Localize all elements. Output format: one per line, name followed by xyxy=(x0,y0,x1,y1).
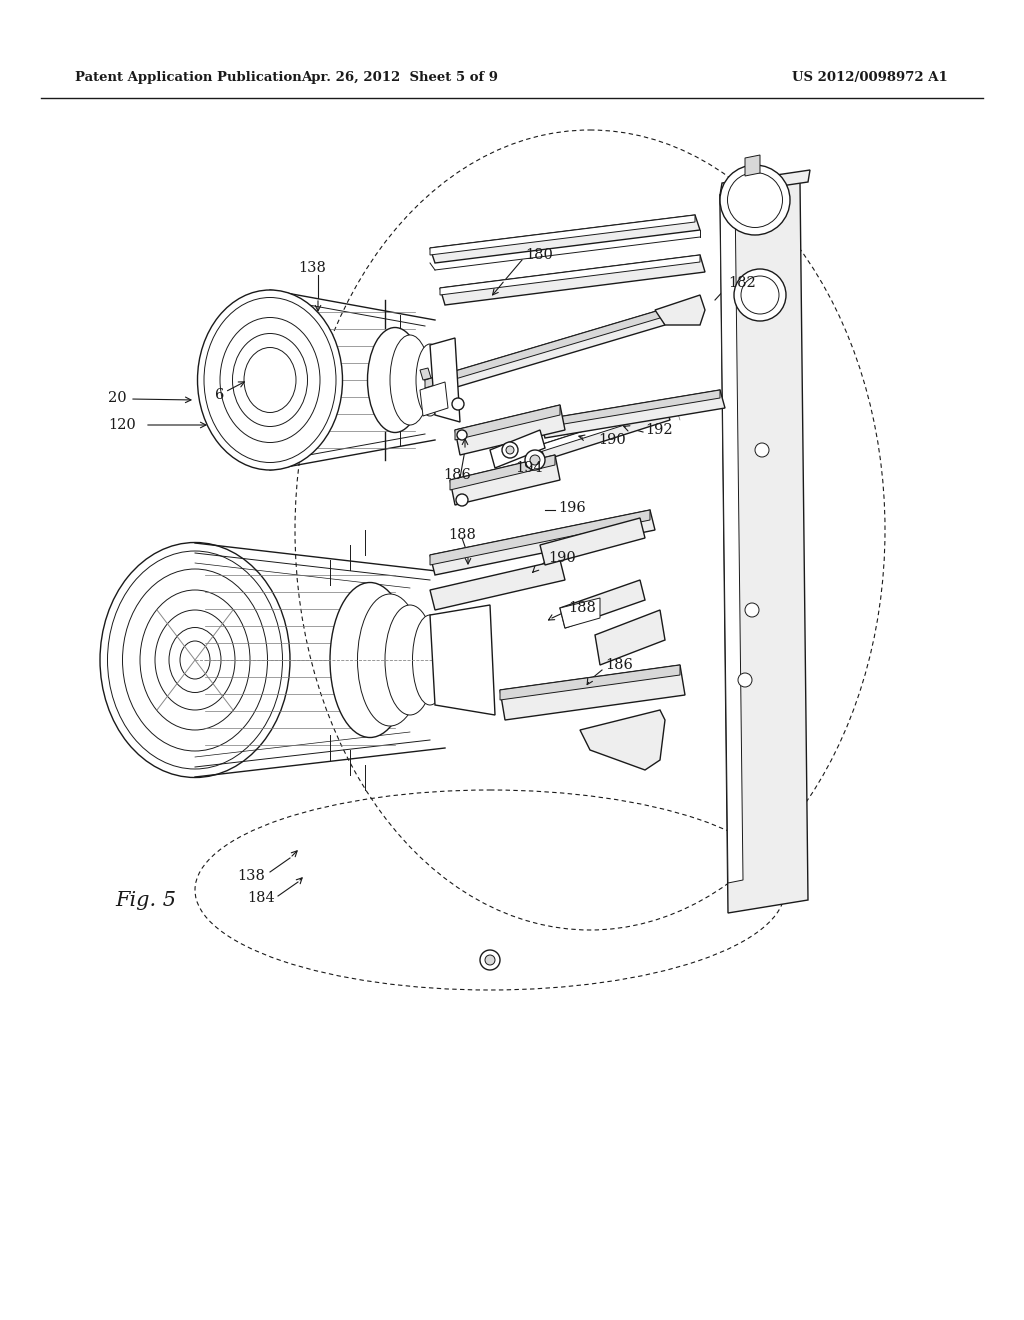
Ellipse shape xyxy=(169,627,221,693)
Ellipse shape xyxy=(734,269,786,321)
Ellipse shape xyxy=(108,550,283,770)
Polygon shape xyxy=(540,389,720,428)
Text: 120: 120 xyxy=(108,418,136,432)
Polygon shape xyxy=(455,405,565,455)
Ellipse shape xyxy=(506,446,514,454)
Polygon shape xyxy=(540,389,725,438)
Text: 138: 138 xyxy=(237,869,265,883)
Text: 186: 186 xyxy=(443,469,471,482)
Polygon shape xyxy=(425,310,660,388)
Text: 182: 182 xyxy=(728,276,756,290)
Polygon shape xyxy=(450,455,555,490)
Polygon shape xyxy=(430,510,650,565)
Polygon shape xyxy=(720,182,808,913)
Polygon shape xyxy=(420,381,449,416)
Polygon shape xyxy=(450,455,560,506)
Ellipse shape xyxy=(100,543,290,777)
Polygon shape xyxy=(580,710,665,770)
Ellipse shape xyxy=(244,347,296,412)
Ellipse shape xyxy=(204,297,336,462)
Polygon shape xyxy=(540,405,665,451)
Ellipse shape xyxy=(123,569,267,751)
Text: 180: 180 xyxy=(525,248,553,261)
Polygon shape xyxy=(455,405,560,440)
Text: 184: 184 xyxy=(247,891,274,906)
Polygon shape xyxy=(430,215,695,255)
Text: Patent Application Publication: Patent Application Publication xyxy=(75,71,302,84)
Polygon shape xyxy=(595,610,665,665)
Polygon shape xyxy=(655,294,705,325)
Ellipse shape xyxy=(727,173,782,227)
Ellipse shape xyxy=(485,954,495,965)
Ellipse shape xyxy=(198,290,342,470)
Ellipse shape xyxy=(155,610,234,710)
Text: 6: 6 xyxy=(215,388,224,403)
Polygon shape xyxy=(745,154,760,176)
Polygon shape xyxy=(540,405,670,459)
Ellipse shape xyxy=(140,590,250,730)
Text: Fig. 5: Fig. 5 xyxy=(115,891,176,909)
Polygon shape xyxy=(560,598,600,628)
Text: US 2012/0098972 A1: US 2012/0098972 A1 xyxy=(793,71,948,84)
Polygon shape xyxy=(720,191,743,883)
Polygon shape xyxy=(430,605,495,715)
Ellipse shape xyxy=(738,673,752,686)
Polygon shape xyxy=(500,665,680,700)
Text: 196: 196 xyxy=(558,502,586,515)
Polygon shape xyxy=(490,430,545,469)
Ellipse shape xyxy=(745,603,759,616)
Ellipse shape xyxy=(530,455,540,465)
Ellipse shape xyxy=(232,334,307,426)
Ellipse shape xyxy=(385,605,435,715)
Ellipse shape xyxy=(368,327,423,433)
Text: 20: 20 xyxy=(108,391,127,405)
Ellipse shape xyxy=(434,624,456,696)
Polygon shape xyxy=(500,665,685,719)
Polygon shape xyxy=(430,560,565,610)
Ellipse shape xyxy=(755,444,769,457)
Text: 190: 190 xyxy=(598,433,626,447)
Text: 190: 190 xyxy=(548,550,575,565)
Polygon shape xyxy=(720,170,810,195)
Polygon shape xyxy=(430,338,460,422)
Ellipse shape xyxy=(220,318,319,442)
Text: 138: 138 xyxy=(298,261,326,275)
Ellipse shape xyxy=(357,594,423,726)
Ellipse shape xyxy=(416,345,444,416)
Ellipse shape xyxy=(180,642,210,678)
Polygon shape xyxy=(540,517,645,565)
Text: 192: 192 xyxy=(645,422,673,437)
Polygon shape xyxy=(430,215,700,263)
Polygon shape xyxy=(420,368,431,380)
Polygon shape xyxy=(560,579,645,628)
Polygon shape xyxy=(430,510,655,576)
Ellipse shape xyxy=(390,335,430,425)
Ellipse shape xyxy=(502,442,518,458)
Text: 188: 188 xyxy=(568,601,596,615)
Polygon shape xyxy=(425,310,665,395)
Ellipse shape xyxy=(741,276,779,314)
Text: 188: 188 xyxy=(449,528,476,543)
Ellipse shape xyxy=(330,582,410,738)
Text: 194: 194 xyxy=(515,461,543,475)
Ellipse shape xyxy=(413,615,447,705)
Text: 186: 186 xyxy=(605,657,633,672)
Ellipse shape xyxy=(452,399,464,411)
Polygon shape xyxy=(440,255,705,305)
Ellipse shape xyxy=(525,450,545,470)
Ellipse shape xyxy=(456,494,468,506)
Polygon shape xyxy=(440,255,700,294)
Ellipse shape xyxy=(480,950,500,970)
Ellipse shape xyxy=(457,430,467,440)
Text: Apr. 26, 2012  Sheet 5 of 9: Apr. 26, 2012 Sheet 5 of 9 xyxy=(301,71,499,84)
Ellipse shape xyxy=(720,165,790,235)
